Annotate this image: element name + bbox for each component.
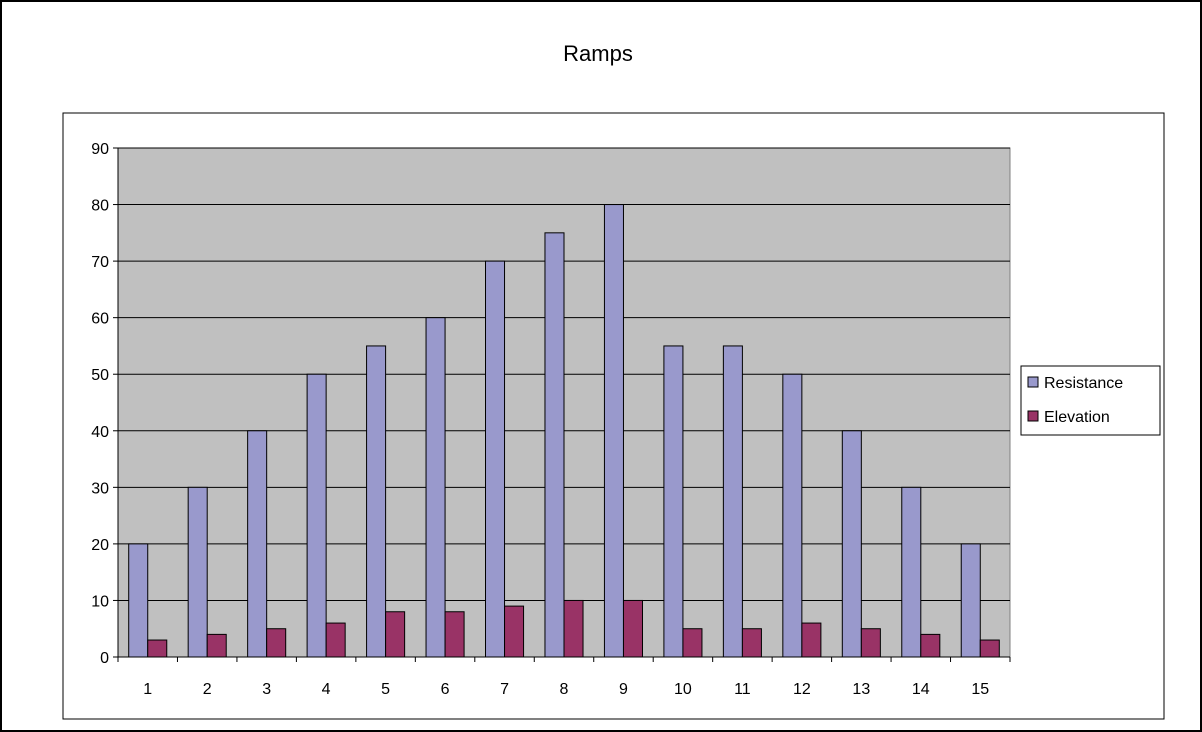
bar-resistance — [187, 486, 208, 658]
bar-resistance — [722, 345, 743, 658]
bar-elevation — [801, 622, 822, 658]
bar-elevation — [266, 628, 287, 658]
bar-resistance — [544, 232, 565, 658]
bar-elevation — [385, 611, 406, 658]
legend-swatch — [1027, 376, 1039, 388]
x-tick-label: 3 — [262, 681, 271, 698]
y-tick-label: 70 — [91, 254, 109, 271]
bar-resistance — [603, 204, 624, 658]
bar-elevation — [979, 639, 1000, 658]
bar-resistance — [841, 430, 862, 658]
y-tick-label: 40 — [91, 424, 109, 441]
x-tick-label: 7 — [500, 681, 509, 698]
x-tick-label: 11 — [734, 681, 751, 698]
bar-resistance — [247, 430, 268, 658]
bar-elevation — [206, 633, 227, 658]
bar-elevation — [622, 599, 643, 658]
x-tick-label: 6 — [441, 681, 450, 698]
bar-elevation — [860, 628, 881, 658]
bar-resistance — [782, 373, 803, 658]
y-tick-label: 80 — [91, 198, 109, 215]
bar-resistance — [960, 543, 981, 658]
bar-elevation — [325, 622, 346, 658]
x-tick-label: 8 — [560, 681, 569, 698]
bar-elevation — [741, 628, 762, 658]
y-tick-label: 20 — [91, 537, 109, 554]
legend: Resistance Elevation — [1020, 365, 1161, 436]
bar-elevation — [682, 628, 703, 658]
x-tick-label: 13 — [852, 681, 870, 698]
bar-resistance — [901, 486, 922, 658]
bar-resistance — [306, 373, 327, 658]
bar-elevation — [444, 611, 465, 658]
y-tick-label: 50 — [91, 367, 109, 384]
bar-elevation — [920, 633, 941, 658]
chart-title: Ramps — [563, 41, 633, 66]
x-tick-label: 5 — [381, 681, 390, 698]
y-tick-label: 90 — [91, 141, 109, 158]
legend-swatch — [1027, 410, 1039, 422]
bar-resistance — [485, 260, 506, 658]
y-tick-label: 60 — [91, 311, 109, 328]
x-tick-label: 4 — [322, 681, 331, 698]
bar-resistance — [663, 345, 684, 658]
bar-resistance — [366, 345, 387, 658]
y-tick-label: 30 — [91, 480, 109, 497]
x-tick-label: 2 — [203, 681, 212, 698]
legend-label: Elevation — [1044, 409, 1110, 426]
bar-resistance — [425, 317, 446, 658]
x-tick-label: 14 — [912, 681, 930, 698]
bar-elevation — [147, 639, 168, 658]
legend-label: Resistance — [1044, 375, 1123, 392]
x-tick-label: 9 — [619, 681, 628, 698]
legend-box — [1020, 365, 1161, 436]
y-tick-label: 0 — [100, 650, 109, 667]
y-tick-label: 10 — [91, 593, 109, 610]
x-tick-label: 10 — [674, 681, 692, 698]
bar-resistance — [128, 543, 149, 658]
x-tick-label: 1 — [143, 681, 152, 698]
x-tick-label: 12 — [793, 681, 811, 698]
x-tick-label: 15 — [971, 681, 989, 698]
bar-elevation — [563, 599, 584, 658]
bar-elevation — [504, 605, 525, 658]
